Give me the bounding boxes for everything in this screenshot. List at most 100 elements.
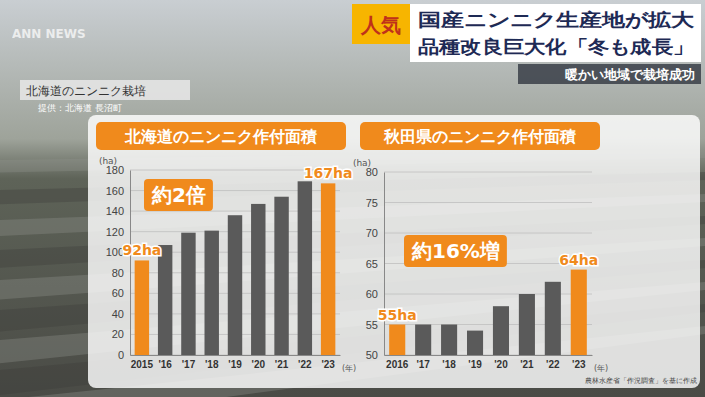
- background: [0, 0, 705, 397]
- y-tick-label: 160: [106, 185, 124, 197]
- annotation-text: 約16%増: [411, 239, 500, 263]
- y-tick-label: 80: [112, 267, 124, 279]
- data-label: 167ha: [304, 165, 353, 181]
- bar-chart: 秋田県のニンニク作付面積505560657075802016'17'18'19'…: [353, 122, 608, 373]
- bar: [181, 233, 195, 355]
- x-tick-label: '18: [205, 359, 219, 370]
- y-tick-label: 75: [366, 197, 378, 209]
- bar: [467, 331, 483, 355]
- y-axis-line: [384, 173, 385, 356]
- bar: [389, 325, 405, 356]
- grid: [130, 170, 340, 355]
- headline: 品種改良巨大化「冬も成長」: [418, 36, 694, 57]
- bar: [519, 294, 535, 355]
- badge-box: [352, 4, 410, 44]
- y-tick-label: 55: [366, 319, 378, 331]
- x-tick-label: '21: [275, 359, 289, 370]
- x-axis: 2015'16'17'18'19'20'21'22'23: [131, 355, 341, 370]
- x-tick-label: '20: [494, 359, 508, 370]
- bar: [321, 183, 335, 355]
- y-tick-label: 60: [112, 287, 124, 299]
- x-tick: '18: [205, 355, 219, 370]
- y-tick: 120: [106, 226, 130, 238]
- x-tick: '21: [275, 355, 289, 370]
- x-tick-label: '23: [321, 359, 335, 370]
- bar-chart: 北海道のニンニク作付面積0204060801001201401601802015…: [96, 122, 356, 373]
- x-tick: '17: [416, 355, 430, 370]
- logo: ANN NEWS: [12, 27, 86, 41]
- bar: [545, 282, 561, 355]
- x-axis-line: [131, 355, 341, 356]
- y-tick: 75: [366, 197, 384, 209]
- y-tick: 0: [118, 349, 130, 361]
- x-tick: '21: [520, 355, 534, 370]
- annotation: 約2倍: [144, 179, 213, 211]
- x-tick: 2015: [131, 355, 154, 370]
- x-tick-label: 2016: [386, 359, 409, 370]
- x-tick-label: '17: [416, 359, 430, 370]
- grid-line: [384, 233, 592, 234]
- bar: [158, 245, 172, 355]
- x-axis: 2016 '17 '18 '19 '20 '21 '22 '23: [385, 355, 593, 370]
- grid-line: [384, 172, 592, 173]
- y-tick: 20: [112, 328, 130, 340]
- bar: [441, 325, 457, 356]
- annotation-box: [404, 235, 507, 267]
- x-tick: '20: [252, 355, 266, 370]
- caption-box: [20, 80, 190, 100]
- x-tick-label: '22: [546, 359, 560, 370]
- bar: [298, 181, 312, 355]
- y-tick-label: 60: [366, 288, 378, 300]
- y-axis-label: (ha): [99, 156, 117, 166]
- bars: [389, 270, 587, 355]
- x-axis-label: (年): [342, 364, 356, 373]
- x-tick-label: '16: [158, 359, 172, 370]
- data-label: 64ha: [559, 252, 598, 268]
- data-label: 92ha: [122, 242, 161, 258]
- annotation: 約16%増: [404, 235, 507, 267]
- bar: [228, 215, 242, 355]
- y-tick: 70: [366, 227, 384, 239]
- caption-title: 北海道のニンニク栽培: [26, 84, 146, 98]
- bar: [493, 306, 509, 355]
- caption-credit: 提供：北海道 長沼町: [38, 103, 122, 113]
- bar: [571, 270, 587, 355]
- headline: 国産ニンニク生産地が拡大: [418, 9, 695, 30]
- badge: 人気: [360, 13, 401, 37]
- x-axis-line: [385, 355, 593, 356]
- y-tick: 50: [366, 349, 384, 361]
- y-axis: 50556065707580: [366, 166, 385, 361]
- chart-title: 北海道のニンニク作付面積: [124, 127, 317, 146]
- annotation-text: 約2倍: [151, 183, 206, 207]
- bar: [415, 325, 431, 356]
- bar: [251, 204, 265, 355]
- x-tick: '19: [228, 355, 242, 370]
- y-tick-label: 140: [106, 205, 124, 217]
- x-axis-label: (年): [594, 364, 608, 373]
- headline-box: [410, 4, 701, 62]
- bar: [135, 260, 149, 355]
- y-tick: 60: [366, 288, 384, 300]
- data-label: 55ha: [378, 307, 417, 323]
- y-tick-label: 40: [112, 308, 124, 320]
- bar: [205, 231, 219, 355]
- annotation-box: [144, 179, 213, 211]
- x-tick: '19: [468, 355, 482, 370]
- x-tick: '23: [572, 355, 586, 370]
- y-tick-label: 65: [366, 258, 378, 270]
- y-tick-label: 0: [118, 349, 124, 361]
- source-note: 農林水産省「作況調査」を基に作成: [585, 377, 697, 385]
- x-tick-label: 2015: [131, 359, 154, 370]
- y-tick: 60: [112, 287, 130, 299]
- x-tick-label: '20: [252, 359, 266, 370]
- news-frame: ANN NEWS人気国産ニンニク生産地が拡大品種改良巨大化「冬も成長」暖かい地域…: [0, 0, 705, 397]
- x-tick-label: '17: [182, 359, 196, 370]
- y-tick-label: 50: [366, 349, 378, 361]
- x-tick-label: '18: [442, 359, 456, 370]
- y-axis-line: [130, 171, 131, 356]
- x-tick-label: '21: [520, 359, 534, 370]
- y-tick: 65: [366, 258, 384, 270]
- title-box: [360, 122, 600, 150]
- y-tick: 80: [112, 267, 130, 279]
- x-tick: '17: [182, 355, 196, 370]
